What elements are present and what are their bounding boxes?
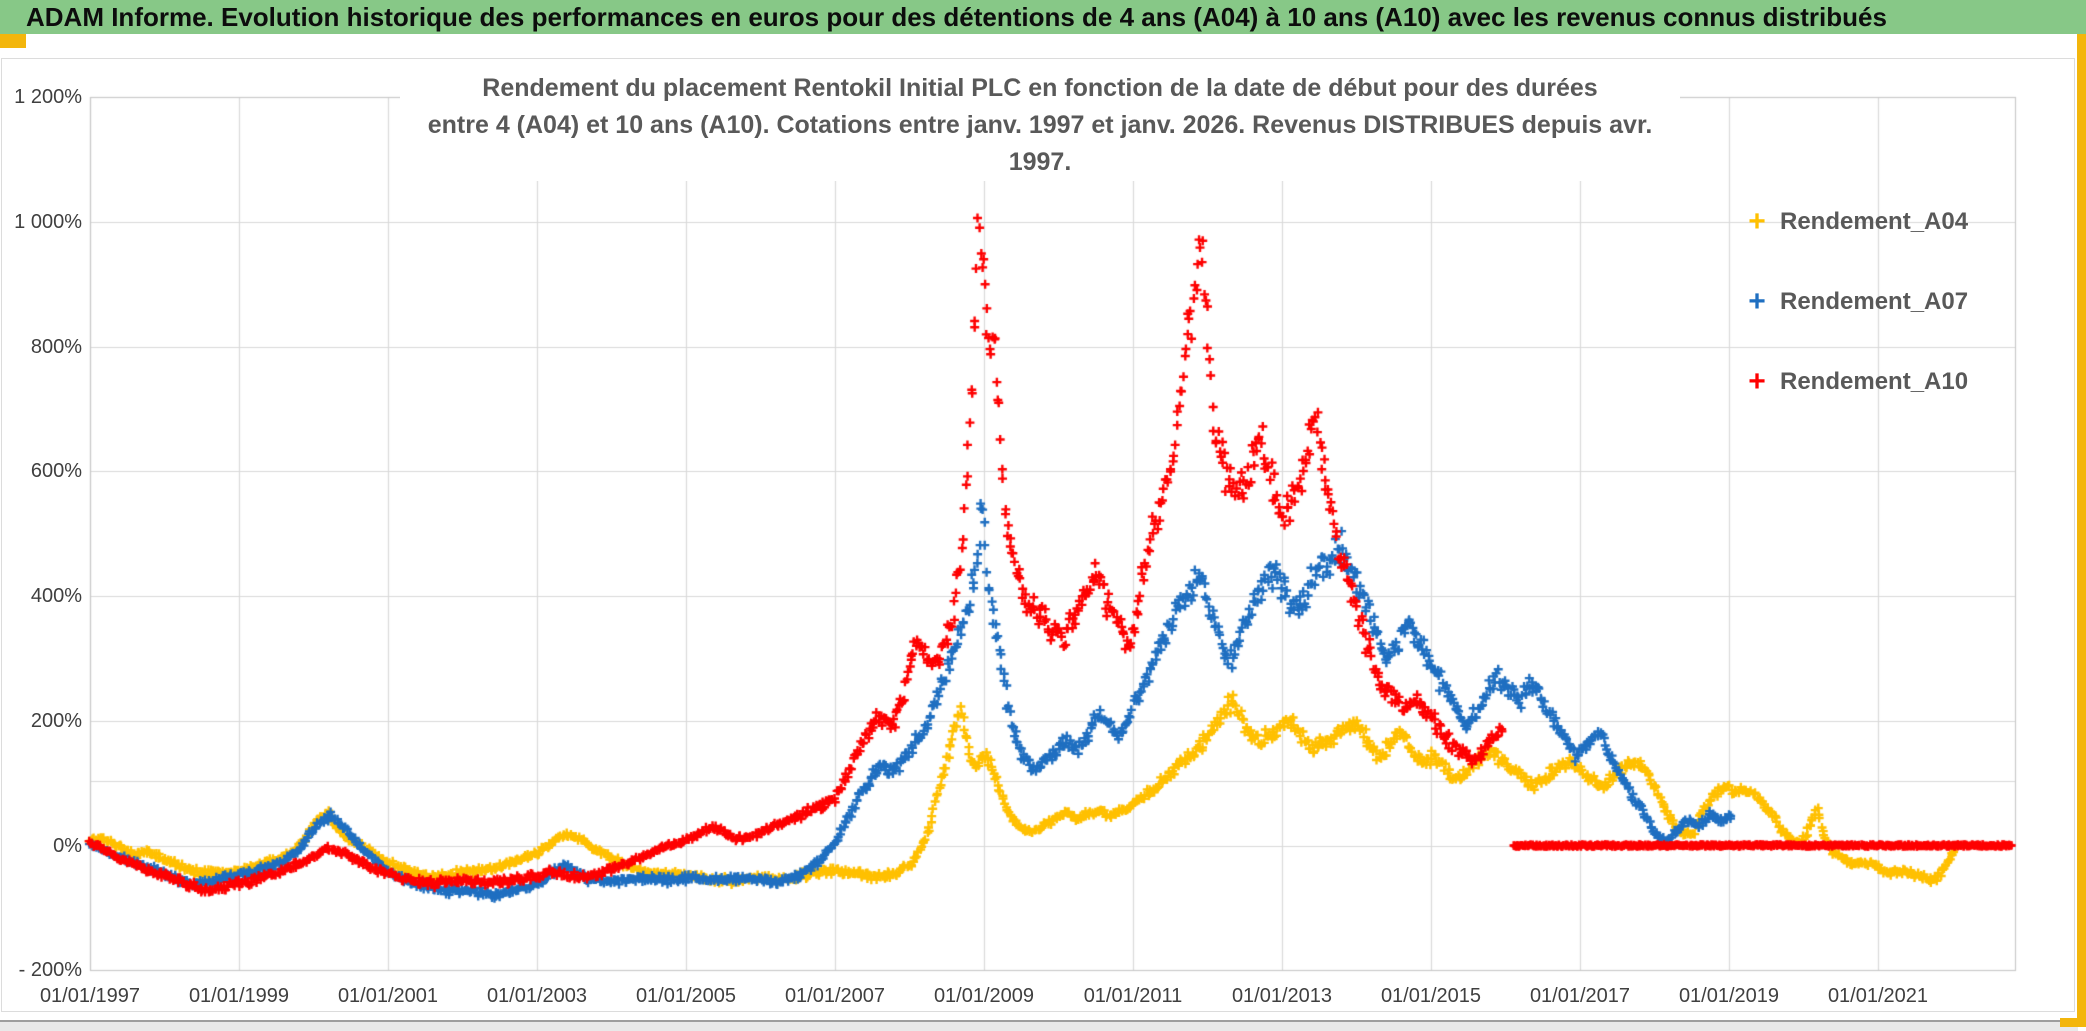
x-axis-label: 01/01/2003	[486, 985, 588, 1007]
plus-marker-icon: +	[1748, 365, 1766, 398]
chart-title-line1: Rendement du placement Rentokil Initial …	[482, 74, 1598, 102]
y-axis-label: 400%	[30, 585, 82, 607]
x-axis-label: 01/01/2009	[933, 985, 1035, 1007]
y-axis-label: 200%	[30, 709, 82, 732]
x-axis-label: 01/01/2001	[337, 985, 439, 1007]
accent-bar-right	[2077, 34, 2086, 1027]
bottom-divider-line	[0, 1020, 2078, 1022]
x-axis-label: 01/01/2019	[1678, 985, 1780, 1007]
y-axis-label: 1 000%	[14, 210, 82, 233]
x-axis-label: 01/01/2015	[1380, 985, 1482, 1007]
x-axis-label: 01/01/2005	[635, 985, 737, 1007]
x-axis-label: 01/01/1997	[39, 985, 141, 1007]
x-axis-label: 01/01/2007	[784, 985, 886, 1007]
legend-label: Rendement_A07	[1780, 288, 1969, 315]
legend-item-rendement-a04: + Rendement_A04	[1742, 198, 2072, 246]
chart-title: Rendement du placement Rentokil Initial …	[400, 70, 1680, 181]
legend-label: Rendement_A04	[1780, 208, 1969, 235]
bottom-band	[0, 1022, 2078, 1031]
legend-label: Rendement_A10	[1780, 368, 1969, 395]
y-axis-label: - 200%	[18, 959, 82, 982]
y-axis-label: 600%	[30, 460, 82, 483]
x-axis-label: 01/01/2011	[1083, 985, 1183, 1007]
legend-item-rendement-a07: + Rendement_A07	[1742, 278, 2072, 326]
x-axis-label: 01/01/2017	[1529, 985, 1631, 1007]
chart-title-line2: entre 4 (A04) et 10 ans (A10). Cotations…	[427, 111, 1653, 176]
chart-legend: + Rendement_A04 + Rendement_A07 + Rendem…	[1742, 198, 2072, 438]
x-axis-label: 01/01/2021	[1827, 985, 1929, 1007]
accent-corner-bottom-right	[2060, 1018, 2086, 1027]
x-axis-label: 01/01/2013	[1231, 985, 1333, 1007]
y-axis-label: 1 200%	[14, 86, 82, 108]
plus-marker-icon: +	[1748, 285, 1766, 318]
x-axis-label: 01/01/1999	[188, 985, 290, 1007]
legend-item-rendement-a10: + Rendement_A10	[1742, 358, 2072, 406]
plus-marker-icon: +	[1748, 205, 1766, 238]
y-axis-label: 0%	[53, 834, 82, 857]
y-axis-label: 800%	[30, 335, 82, 358]
